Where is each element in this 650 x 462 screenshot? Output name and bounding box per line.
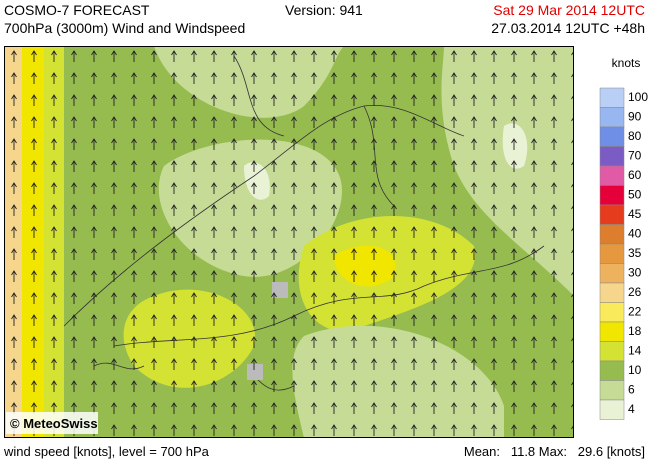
version: Version: 941 — [285, 2, 363, 18]
legend-label: 30 — [628, 265, 642, 279]
footer-left: wind speed [knots], level = 700 hPa — [4, 444, 209, 459]
legend-label: 4 — [628, 402, 635, 416]
legend: knots 100 90 80 70 60 50 45 40 35 30 26 22 18 14 10 6 4 — [599, 56, 648, 420]
subtitle: 700hPa (3000m) Wind and Windspeed — [4, 20, 246, 36]
legend-swatch — [599, 204, 625, 225]
legend-swatch — [599, 185, 625, 206]
legend-swatch — [599, 165, 625, 186]
run-time: 27.03.2014 12UTC +48h — [491, 20, 645, 36]
valid-time: Sat 29 Mar 2014 12UTC — [493, 2, 645, 18]
legend-label: 45 — [628, 207, 642, 221]
copyright: © MeteoSwiss — [10, 416, 98, 431]
legend-swatch — [599, 321, 625, 342]
legend-label: 80 — [628, 129, 642, 143]
legend-label: 100 — [628, 90, 648, 104]
legend-swatch — [599, 243, 625, 264]
legend-swatch — [599, 399, 625, 420]
legend-swatch — [599, 146, 625, 167]
legend-swatch — [599, 341, 625, 362]
legend-swatch — [599, 380, 625, 401]
legend-unit: knots — [612, 56, 641, 70]
legend-swatch — [599, 126, 625, 147]
legend-label: 35 — [628, 246, 642, 260]
legend-swatch — [599, 224, 625, 245]
legend-label: 26 — [628, 285, 642, 299]
legend-swatch — [599, 302, 625, 323]
legend-swatch — [599, 87, 625, 108]
legend-swatch — [599, 282, 625, 303]
legend-swatch — [599, 360, 625, 381]
legend-label: 70 — [628, 148, 642, 162]
footer-right: Mean: 11.8 Max: 29.6 [knots] — [463, 444, 645, 459]
legend-label: 90 — [628, 109, 642, 123]
legend-label: 50 — [628, 187, 642, 201]
map: © MeteoSwiss — [4, 46, 574, 438]
legend-label: 6 — [628, 382, 635, 396]
legend-label: 60 — [628, 168, 642, 182]
title: COSMO-7 FORECAST — [4, 2, 150, 18]
legend-label: 22 — [628, 304, 642, 318]
legend-label: 18 — [628, 324, 642, 338]
legend-label: 10 — [628, 363, 642, 377]
legend-swatch — [599, 107, 625, 128]
legend-label: 40 — [628, 226, 642, 240]
legend-label: 14 — [628, 343, 642, 357]
legend-swatch — [599, 263, 625, 284]
